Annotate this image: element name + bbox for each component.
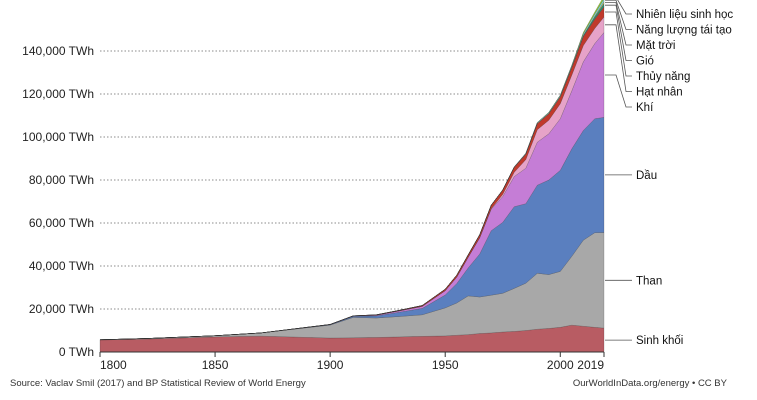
legend-label: Gió: [636, 56, 654, 68]
legend-leader-line: [605, 4, 632, 61]
y-tick-label: 0 TWh: [59, 345, 94, 359]
legend-label: Dầu: [636, 170, 657, 182]
y-tick-label: 20,000 TWh: [29, 302, 94, 316]
x-tick-label: 2000: [547, 358, 574, 372]
x-tick-label: 1800: [100, 358, 127, 372]
gridlines: [100, 50, 604, 310]
axes: 0 TWh 20,000 TWh 40,000 TWh 60,000 TWh 80,00…: [22, 44, 605, 372]
stacked-areas: [99, 0, 605, 353]
y-tick-label: 100,000 TWh: [22, 130, 94, 144]
y-tick-label: 40,000 TWh: [29, 259, 94, 273]
legend-label: Sinh khối: [636, 335, 683, 347]
y-tick-label: 60,000 TWh: [29, 216, 94, 230]
legend-label: Hạt nhân: [636, 87, 683, 99]
legend-leader-line: [605, 24, 632, 92]
area-series-9: [99, 0, 604, 340]
source-note: Source: Vaclav Smil (2017) and BP Statis…: [10, 378, 306, 389]
legend-label: Than: [636, 275, 662, 287]
legend-label: Khí: [636, 102, 654, 114]
legend-label: Nhiên liệu sinh học: [636, 9, 733, 21]
legend-label: Thủy năng: [636, 71, 690, 83]
legend-label: Năng lượng tái tạo: [636, 25, 732, 37]
legend-label: Mặt trời: [636, 40, 676, 52]
x-tick-label: 1950: [432, 358, 459, 372]
credit-note[interactable]: OurWorldInData.org/energy • CC BY: [572, 378, 727, 389]
x-tick-label: 1850: [202, 358, 229, 372]
legend-leader-line: [617, 0, 632, 15]
x-tick-label: 1900: [317, 358, 344, 372]
legend: Sinh khối Than Dầu Khí Hạt nhân Thủy năng Gió M…: [605, 0, 733, 347]
y-tick-label: 140,000 TWh: [22, 44, 94, 58]
y-tick-label: 80,000 TWh: [29, 173, 94, 187]
legend-leader-line: [605, 0, 632, 30]
legend-leader-line: [605, 11, 632, 77]
legend-leader-line: [605, 2, 632, 46]
x-tick-label: 2019: [577, 358, 604, 372]
y-tick-label: 120,000 TWh: [22, 87, 94, 101]
legend-leader-line: [605, 74, 632, 108]
